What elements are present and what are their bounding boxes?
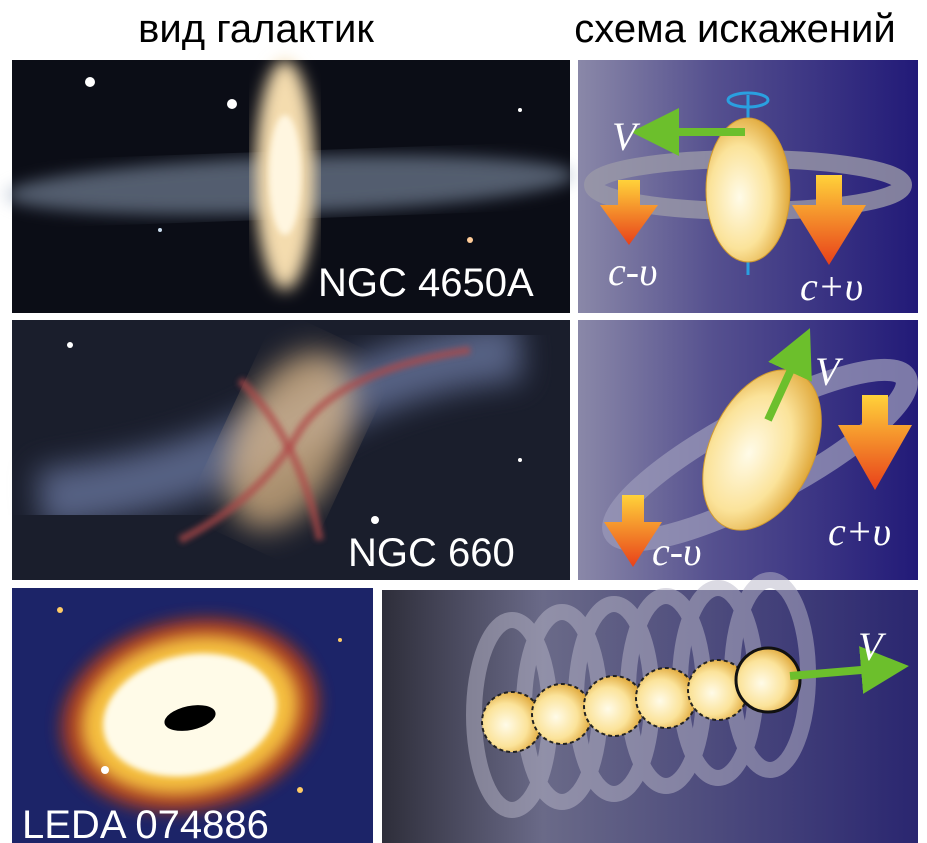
page: вид галактик схема искажений NGC 4650A V… — [0, 0, 927, 843]
figure: вид галактик схема искажений NGC 4650A V… — [0, 0, 927, 843]
header-right: схема искажений — [574, 7, 895, 51]
approaching-label: c-υ — [608, 249, 657, 294]
photo-leda074886: LEDA 074886 — [12, 588, 373, 843]
galaxy-label: NGC 4650A — [318, 261, 534, 305]
header-left: вид галактик — [138, 7, 374, 51]
photo-ngc4650a: NGC 4650A — [4, 60, 576, 313]
scheme-2: V c+υ c-υ — [578, 320, 924, 580]
receding-label: c+υ — [800, 264, 863, 309]
photo-ngc660: NGC 660 — [12, 320, 570, 580]
approaching-label: c-υ — [652, 529, 701, 574]
galaxy-label: LEDA 074886 — [22, 803, 269, 843]
scheme-3: V — [382, 580, 918, 843]
galaxy-label: NGC 660 — [348, 531, 515, 575]
receding-label: c+υ — [828, 509, 891, 554]
scheme-1: V c-υ c+υ — [578, 60, 918, 313]
